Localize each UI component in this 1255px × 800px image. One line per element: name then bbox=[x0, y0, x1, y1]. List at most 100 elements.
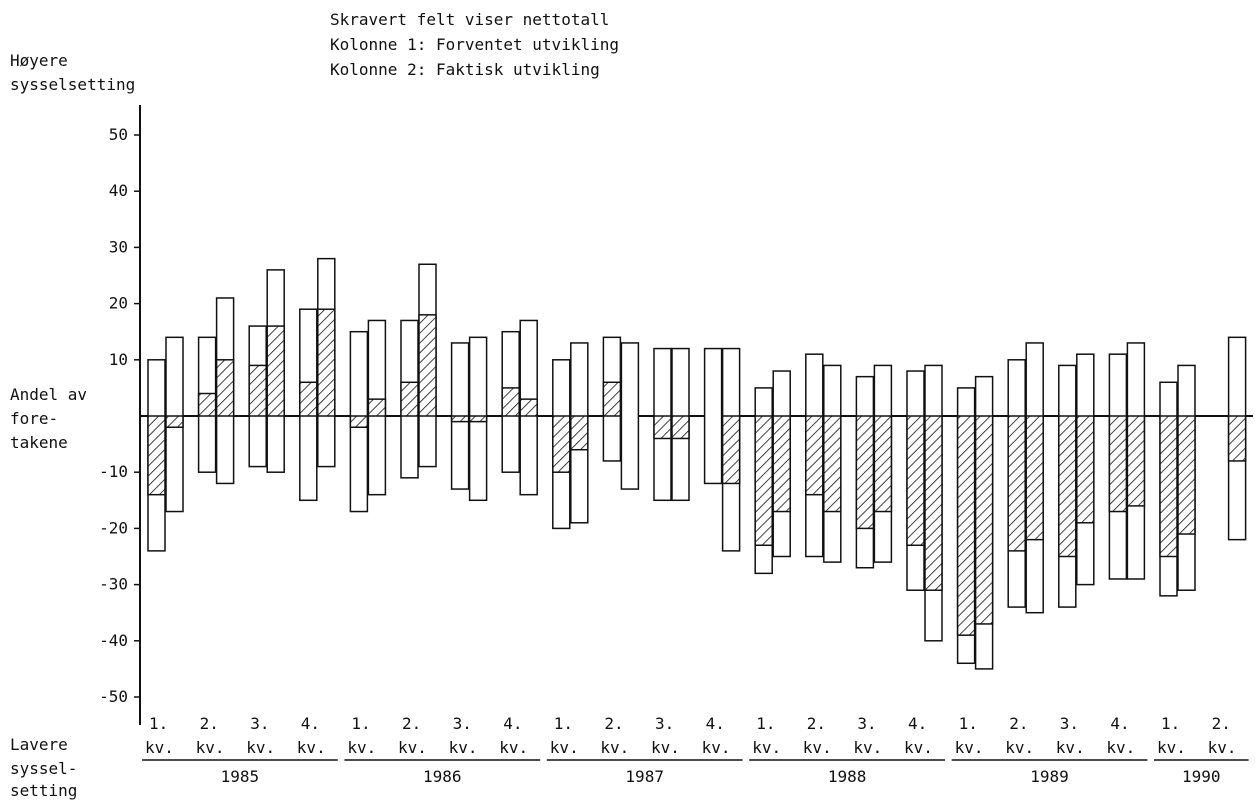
y-tick-label: 30 bbox=[109, 237, 128, 256]
quarter-number-label: 2. bbox=[200, 714, 219, 733]
bar-column-2 bbox=[266, 269, 285, 473]
bar-column-2 bbox=[215, 297, 235, 485]
quarter-number-label: 4. bbox=[503, 714, 522, 733]
bar-net-hatched bbox=[805, 415, 824, 496]
quarter-number-label: 2. bbox=[1009, 714, 1028, 733]
legend-column-1: Kolonne 1: Forventet utvikling bbox=[330, 35, 619, 54]
year-label: 1990 bbox=[1182, 767, 1221, 786]
bar-column-2 bbox=[1076, 353, 1095, 586]
quarter-unit-label: kv. bbox=[1157, 738, 1186, 757]
quarter-number-label: 4. bbox=[706, 714, 725, 733]
bar-column-1 bbox=[552, 359, 571, 530]
year-label: 1989 bbox=[1030, 767, 1069, 786]
quarter-unit-label: kv. bbox=[499, 738, 528, 757]
bar-net-hatched bbox=[418, 314, 437, 417]
x-axis-labels: 1. kv. 2. kv. 3. kv. 4. kv. 1. kv. 2. kv. 3. kv. 4. kv.… bbox=[142, 714, 1249, 786]
bar-net-hatched bbox=[248, 364, 267, 417]
bar-net-hatched bbox=[772, 415, 791, 513]
bar-net-hatched bbox=[468, 415, 488, 423]
year-label: 1988 bbox=[828, 767, 867, 786]
quarter-number-label: 3. bbox=[453, 714, 472, 733]
bar-column-1 bbox=[1108, 353, 1128, 580]
bar-column-2 bbox=[317, 257, 336, 468]
bar-net-hatched bbox=[266, 325, 285, 417]
quarter-number-label: 2. bbox=[807, 714, 826, 733]
bar-net-hatched bbox=[1058, 415, 1077, 558]
bars bbox=[147, 257, 1247, 670]
bar-column-1 bbox=[501, 330, 520, 473]
bar-column-1 bbox=[855, 375, 875, 569]
bar-column-2 bbox=[974, 375, 994, 670]
bar-net-hatched bbox=[450, 415, 470, 423]
y-tick-label: 20 bbox=[109, 294, 128, 313]
label-share-of-firms-3: takene bbox=[10, 433, 68, 452]
bar-net-hatched bbox=[299, 381, 318, 417]
quarter-number-label: 2. bbox=[402, 714, 421, 733]
year-label: 1987 bbox=[625, 767, 664, 786]
quarter-unit-label: kv. bbox=[347, 738, 376, 757]
quarter-number-label: 1. bbox=[756, 714, 775, 733]
bar-column-1 bbox=[1058, 364, 1077, 608]
bar-net-hatched bbox=[974, 415, 994, 625]
y-tick-label: -50 bbox=[99, 687, 128, 706]
bar-net-hatched bbox=[501, 387, 520, 417]
legend-hatched-note: Skravert felt viser nettotall bbox=[330, 10, 610, 29]
quarter-unit-label: kv. bbox=[651, 738, 680, 757]
bar-column-2 bbox=[1227, 336, 1247, 541]
year-label: 1986 bbox=[423, 767, 462, 786]
bar-net-hatched bbox=[1025, 415, 1044, 541]
bar-net-hatched bbox=[197, 392, 217, 417]
quarter-unit-label: kv. bbox=[449, 738, 478, 757]
bar-net-hatched bbox=[147, 415, 166, 496]
y-tick-label: -40 bbox=[99, 631, 128, 650]
bar-net-hatched bbox=[653, 415, 672, 440]
quarter-unit-label: kv. bbox=[196, 738, 225, 757]
bar-net-hatched bbox=[165, 415, 184, 428]
label-share-of-firms-2: fore- bbox=[10, 409, 59, 428]
y-tick-label: -20 bbox=[99, 518, 128, 537]
quarter-unit-label: kv. bbox=[600, 738, 629, 757]
quarter-number-label: 1. bbox=[149, 714, 168, 733]
quarter-number-label: 1. bbox=[554, 714, 573, 733]
bar-net-hatched bbox=[956, 415, 976, 636]
bar-column-2 bbox=[772, 370, 791, 558]
bar-net-hatched bbox=[1177, 415, 1196, 535]
bar-column-1 bbox=[602, 336, 622, 462]
bar-column-2 bbox=[570, 342, 589, 524]
quarter-unit-label: kv. bbox=[1005, 738, 1034, 757]
year-label: 1985 bbox=[221, 767, 260, 786]
bar-column-1 bbox=[653, 347, 672, 502]
bar-net-hatched bbox=[519, 398, 538, 417]
quarter-unit-label: kv. bbox=[297, 738, 326, 757]
quarter-number-label: 2. bbox=[604, 714, 623, 733]
bar-column-1 bbox=[400, 319, 419, 479]
quarter-number-label: 4. bbox=[301, 714, 320, 733]
bar-outline bbox=[703, 347, 723, 485]
bar-column-2 bbox=[924, 364, 943, 642]
bar-column-1 bbox=[248, 325, 267, 468]
bar-net-hatched bbox=[754, 415, 773, 547]
bar-column-1 bbox=[197, 336, 217, 473]
quarter-number-label: 1. bbox=[351, 714, 370, 733]
bar-column-2 bbox=[671, 347, 690, 502]
bar-net-hatched bbox=[1159, 415, 1178, 558]
bar-column-2 bbox=[519, 319, 538, 496]
bar-outline bbox=[620, 342, 640, 490]
quarter-unit-label: kv. bbox=[955, 738, 984, 757]
bar-column-2 bbox=[468, 336, 488, 502]
bar-column-2 bbox=[721, 347, 741, 552]
bar-column-1 bbox=[754, 387, 773, 575]
bar-column-1 bbox=[450, 342, 470, 490]
quarter-unit-label: kv. bbox=[246, 738, 275, 757]
bar-column-1 bbox=[1159, 381, 1178, 597]
quarter-number-label: 1. bbox=[959, 714, 978, 733]
bar-net-hatched bbox=[906, 415, 925, 547]
y-tick-label: 50 bbox=[109, 125, 128, 144]
label-share-of-firms-1: Andel av bbox=[10, 385, 88, 404]
label-higher-employment-2: sysselsetting bbox=[10, 75, 136, 94]
bar-column-1 bbox=[299, 308, 318, 502]
bar-net-hatched bbox=[1007, 415, 1026, 552]
quarter-number-label: 2. bbox=[1212, 714, 1231, 733]
label-higher-employment-1: Høyere bbox=[10, 51, 68, 70]
bar-column-1 bbox=[147, 359, 166, 552]
